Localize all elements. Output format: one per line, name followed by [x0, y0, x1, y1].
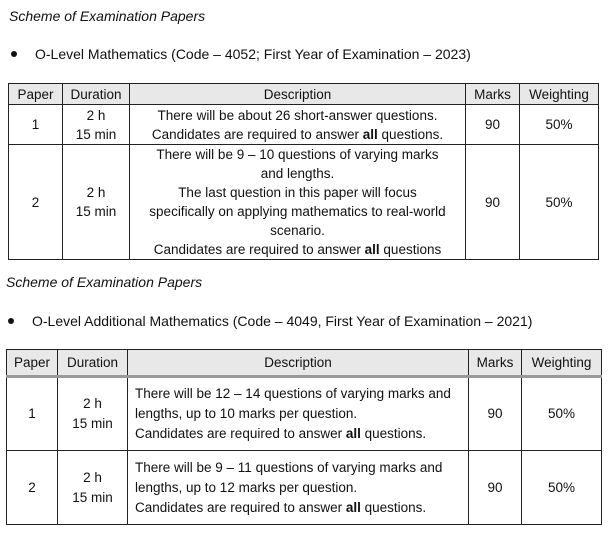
description-text: Candidates are required to answer [135, 426, 346, 441]
description-emphasis: all [345, 426, 361, 441]
duration-hours: 2 h [86, 185, 106, 200]
section1-bullet: O-Level Mathematics (Code – 4052; First … [11, 46, 471, 62]
description-text: Candidates are required to answer [135, 499, 346, 515]
weighting-cell: 50% [519, 144, 599, 260]
paper-cell: 2 [8, 144, 63, 260]
description-emphasis: all [345, 499, 361, 515]
header-marks: Marks [465, 83, 520, 105]
paper-cell: 1 [6, 376, 58, 451]
duration-cell: 2 h 15 min [62, 144, 130, 260]
marks-cell: 90 [465, 144, 520, 260]
section2-caption: Scheme of Examination Papers [6, 274, 203, 290]
weighting-cell: 50% [519, 104, 599, 145]
description-text: Candidates are required to answer [151, 126, 363, 142]
header-duration: Duration [57, 349, 128, 378]
marks-cell: 90 [468, 450, 522, 525]
header-paper: Paper [6, 349, 58, 378]
math-exam-table: Paper Duration Description Marks Weighti… [8, 83, 599, 260]
table-header-row: Paper Duration Description Marks Weighti… [8, 83, 599, 105]
header-paper: Paper [8, 83, 63, 105]
description-line: Candidates are required to answer all qu… [133, 125, 462, 144]
description-emphasis: all [362, 126, 378, 142]
description-text: Candidates are required to answer [153, 242, 365, 257]
table-row: 2 2 h 15 min There will be 9 – 10 questi… [8, 144, 599, 260]
duration-hours: 2 h [86, 107, 106, 123]
duration-hours: 2 h [83, 469, 102, 485]
description-text: questions [379, 242, 442, 257]
paper-cell: 2 [6, 450, 58, 525]
duration-minutes: 15 min [72, 416, 113, 431]
duration-minutes: 15 min [75, 204, 117, 219]
section2-bullet: O-Level Additional Mathematics (Code – 4… [8, 313, 532, 329]
description-line: lengths, up to 10 marks per question. [135, 406, 358, 421]
description-emphasis: all [364, 242, 380, 257]
description-line: There will be about 26 short-answer ques… [157, 107, 438, 123]
duration-cell: 2 h 15 min [57, 376, 128, 451]
section1-bullet-text: O-Level Mathematics (Code – 4052; First … [35, 46, 471, 62]
bullet-icon [8, 318, 14, 324]
header-weighting: Weighting [519, 83, 599, 105]
table-header-row: Paper Duration Description Marks Weighti… [6, 349, 602, 378]
duration-cell: 2 h 15 min [62, 104, 130, 145]
duration-cell: 2 h 15 min [57, 450, 128, 525]
header-description: Description [129, 83, 466, 105]
description-line: lengths, up to 12 marks per question. [135, 479, 358, 495]
marks-cell: 90 [465, 104, 520, 145]
description-line: The last question in this paper will foc… [178, 185, 417, 200]
marks-cell: 90 [468, 376, 522, 451]
description-line: There will be 9 – 10 questions of varyin… [156, 147, 439, 162]
description-line: Candidates are required to answer all qu… [135, 498, 465, 518]
table-row: 1 2 h 15 min There will be 12 – 14 quest… [6, 376, 602, 451]
duration-hours: 2 h [83, 396, 102, 411]
bullet-icon [11, 51, 17, 57]
table-row: 2 2 h 15 min There will be 9 – 11 questi… [6, 450, 602, 525]
description-cell: There will be 12 – 14 questions of varyi… [127, 376, 469, 451]
paper-cell: 1 [8, 104, 63, 145]
section1-caption: Scheme of Examination Papers [9, 8, 206, 24]
duration-minutes: 15 min [75, 126, 117, 142]
description-cell: There will be 9 – 10 questions of varyin… [129, 144, 466, 260]
description-text: questions. [360, 499, 427, 515]
additional-math-exam-table: Paper Duration Description Marks Weighti… [6, 349, 602, 525]
description-cell: There will be 9 – 11 questions of varyin… [127, 450, 469, 525]
description-text: questions. [360, 426, 427, 441]
table-row: 1 2 h 15 min There will be about 26 shor… [8, 104, 599, 145]
weighting-cell: 50% [521, 376, 602, 451]
header-marks: Marks [468, 349, 522, 378]
description-text: questions. [377, 126, 444, 142]
description-line: Candidates are required to answer all qu… [135, 424, 465, 444]
section2-bullet-text: O-Level Additional Mathematics (Code – 4… [32, 313, 533, 329]
weighting-cell: 50% [521, 450, 602, 525]
description-line: There will be 12 – 14 questions of varyi… [135, 386, 451, 401]
description-line: specifically on applying mathematics to … [149, 204, 446, 219]
description-line: Candidates are required to answer all qu… [133, 240, 462, 259]
description-line: and lengths. [260, 166, 335, 181]
duration-minutes: 15 min [72, 489, 113, 505]
header-description: Description [127, 349, 469, 378]
description-line: scenario. [270, 223, 325, 238]
header-weighting: Weighting [521, 349, 602, 378]
description-cell: There will be about 26 short-answer ques… [129, 104, 466, 145]
description-line: There will be 9 – 11 questions of varyin… [135, 459, 443, 475]
header-duration: Duration [62, 83, 130, 105]
